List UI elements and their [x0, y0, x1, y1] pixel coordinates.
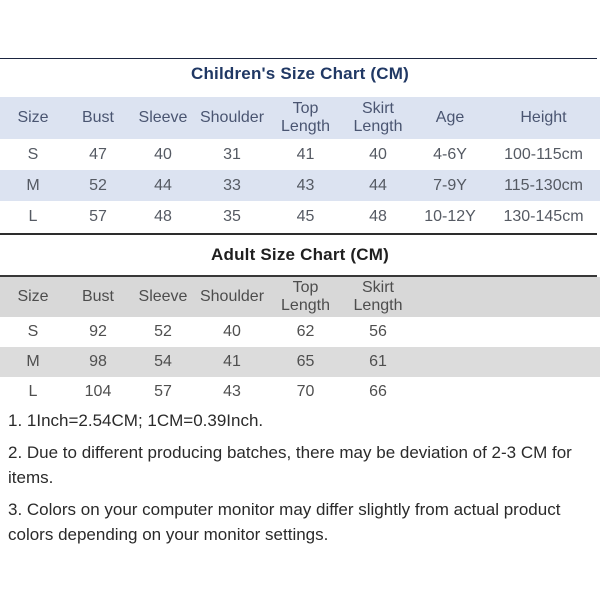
cell-shoulder: 40	[223, 323, 241, 340]
adult-chart-title: Adult Size Chart (CM)	[211, 245, 389, 264]
cell-shoulder: 33	[223, 176, 241, 194]
cell-top-length: 43	[296, 176, 315, 194]
cell-age: 10-12Y	[424, 207, 476, 225]
children-header-shoulder: Shoulder	[199, 109, 265, 126]
cell-size: M	[26, 176, 40, 194]
children-header-size: Size	[17, 109, 49, 126]
top-divider-line	[0, 58, 597, 59]
cell-age: 4-6Y	[433, 145, 467, 163]
cell-height: 115-130cm	[504, 176, 583, 194]
children-table-bottom-rule	[0, 233, 597, 235]
footnotes: 1. 1Inch=2.54CM; 1CM=0.39Inch. 2. Due to…	[8, 408, 594, 554]
footnote-monitor-colors: 3. Colors on your computer monitor may d…	[8, 500, 561, 544]
cell-size: L	[28, 383, 38, 400]
adult-table-row-s: S 92 52 40 62 56	[0, 317, 600, 347]
cell-skirt-length: 56	[369, 323, 387, 340]
cell-top-length: 65	[296, 353, 315, 370]
cell-height: 100-115cm	[504, 145, 583, 163]
cell-skirt-length: 48	[369, 207, 387, 225]
cell-size: S	[27, 145, 39, 163]
cell-height: 130-145cm	[503, 207, 584, 225]
cell-bust: 92	[89, 323, 107, 340]
cell-sleeve: 52	[154, 323, 172, 340]
children-header-sleeve: Sleeve	[138, 109, 188, 126]
children-table-row-s: S 47 40 31 41 40 4-6Y 100-115cm	[0, 139, 600, 170]
cell-sleeve: 48	[154, 207, 172, 225]
children-header-age: Age	[435, 109, 465, 126]
footnote-inch-conversion: 1. 1Inch=2.54CM; 1CM=0.39Inch.	[8, 411, 264, 430]
children-chart-title: Children's Size Chart (CM)	[191, 64, 409, 83]
cell-shoulder: 43	[223, 383, 241, 400]
cell-bust: 57	[89, 207, 107, 225]
cell-top-length: 62	[296, 323, 315, 340]
cell-size: M	[26, 353, 40, 370]
cell-sleeve: 54	[154, 353, 172, 370]
children-header-skirt-length: Skirt Length	[353, 100, 403, 135]
adult-header-top-length: Top Length	[281, 279, 330, 314]
cell-skirt-length: 61	[369, 353, 387, 370]
adult-header-skirt-length: Skirt Length	[353, 279, 403, 314]
cell-bust: 47	[89, 145, 107, 163]
cell-top-length: 70	[296, 383, 315, 400]
adult-table-row-l: L 104 57 43 70 66	[0, 377, 600, 407]
cell-size: L	[28, 207, 38, 225]
cell-top-length: 45	[296, 207, 315, 225]
cell-bust: 52	[89, 176, 107, 194]
adult-header-bust: Bust	[81, 288, 114, 305]
cell-size: S	[27, 323, 39, 340]
adult-table-top-rule	[0, 275, 597, 277]
cell-bust: 98	[89, 353, 107, 370]
cell-bust: 104	[84, 383, 112, 400]
footnote-deviation: 2. Due to different producing batches, t…	[8, 443, 572, 487]
cell-skirt-length: 44	[369, 176, 387, 194]
cell-sleeve: 40	[154, 145, 172, 163]
cell-shoulder: 35	[223, 207, 241, 225]
children-header-top-length: Top Length	[281, 100, 330, 135]
cell-top-length: 41	[296, 145, 315, 163]
cell-sleeve: 57	[154, 383, 172, 400]
adult-header-size: Size	[17, 288, 49, 305]
cell-shoulder: 31	[223, 145, 241, 163]
cell-skirt-length: 40	[369, 145, 387, 163]
adult-header-shoulder: Shoulder	[199, 288, 265, 305]
adult-header-sleeve: Sleeve	[138, 288, 188, 305]
children-header-height: Height	[520, 109, 567, 126]
children-table-row-m: M 52 44 33 43 44 7-9Y 115-130cm	[0, 170, 600, 201]
children-table-row-l: L 57 48 35 45 48 10-12Y 130-145cm	[0, 201, 600, 232]
cell-shoulder: 41	[223, 353, 241, 370]
children-header-bust: Bust	[81, 109, 114, 126]
cell-sleeve: 44	[154, 176, 172, 194]
cell-age: 7-9Y	[433, 176, 467, 194]
children-table-header: Size Bust Sleeve Shoulder Top Length Ski…	[0, 97, 600, 139]
adult-table-row-m: M 98 54 41 65 61	[0, 347, 600, 377]
cell-skirt-length: 66	[369, 383, 387, 400]
adult-table-header: Size Bust Sleeve Shoulder Top Length Ski…	[0, 277, 600, 317]
